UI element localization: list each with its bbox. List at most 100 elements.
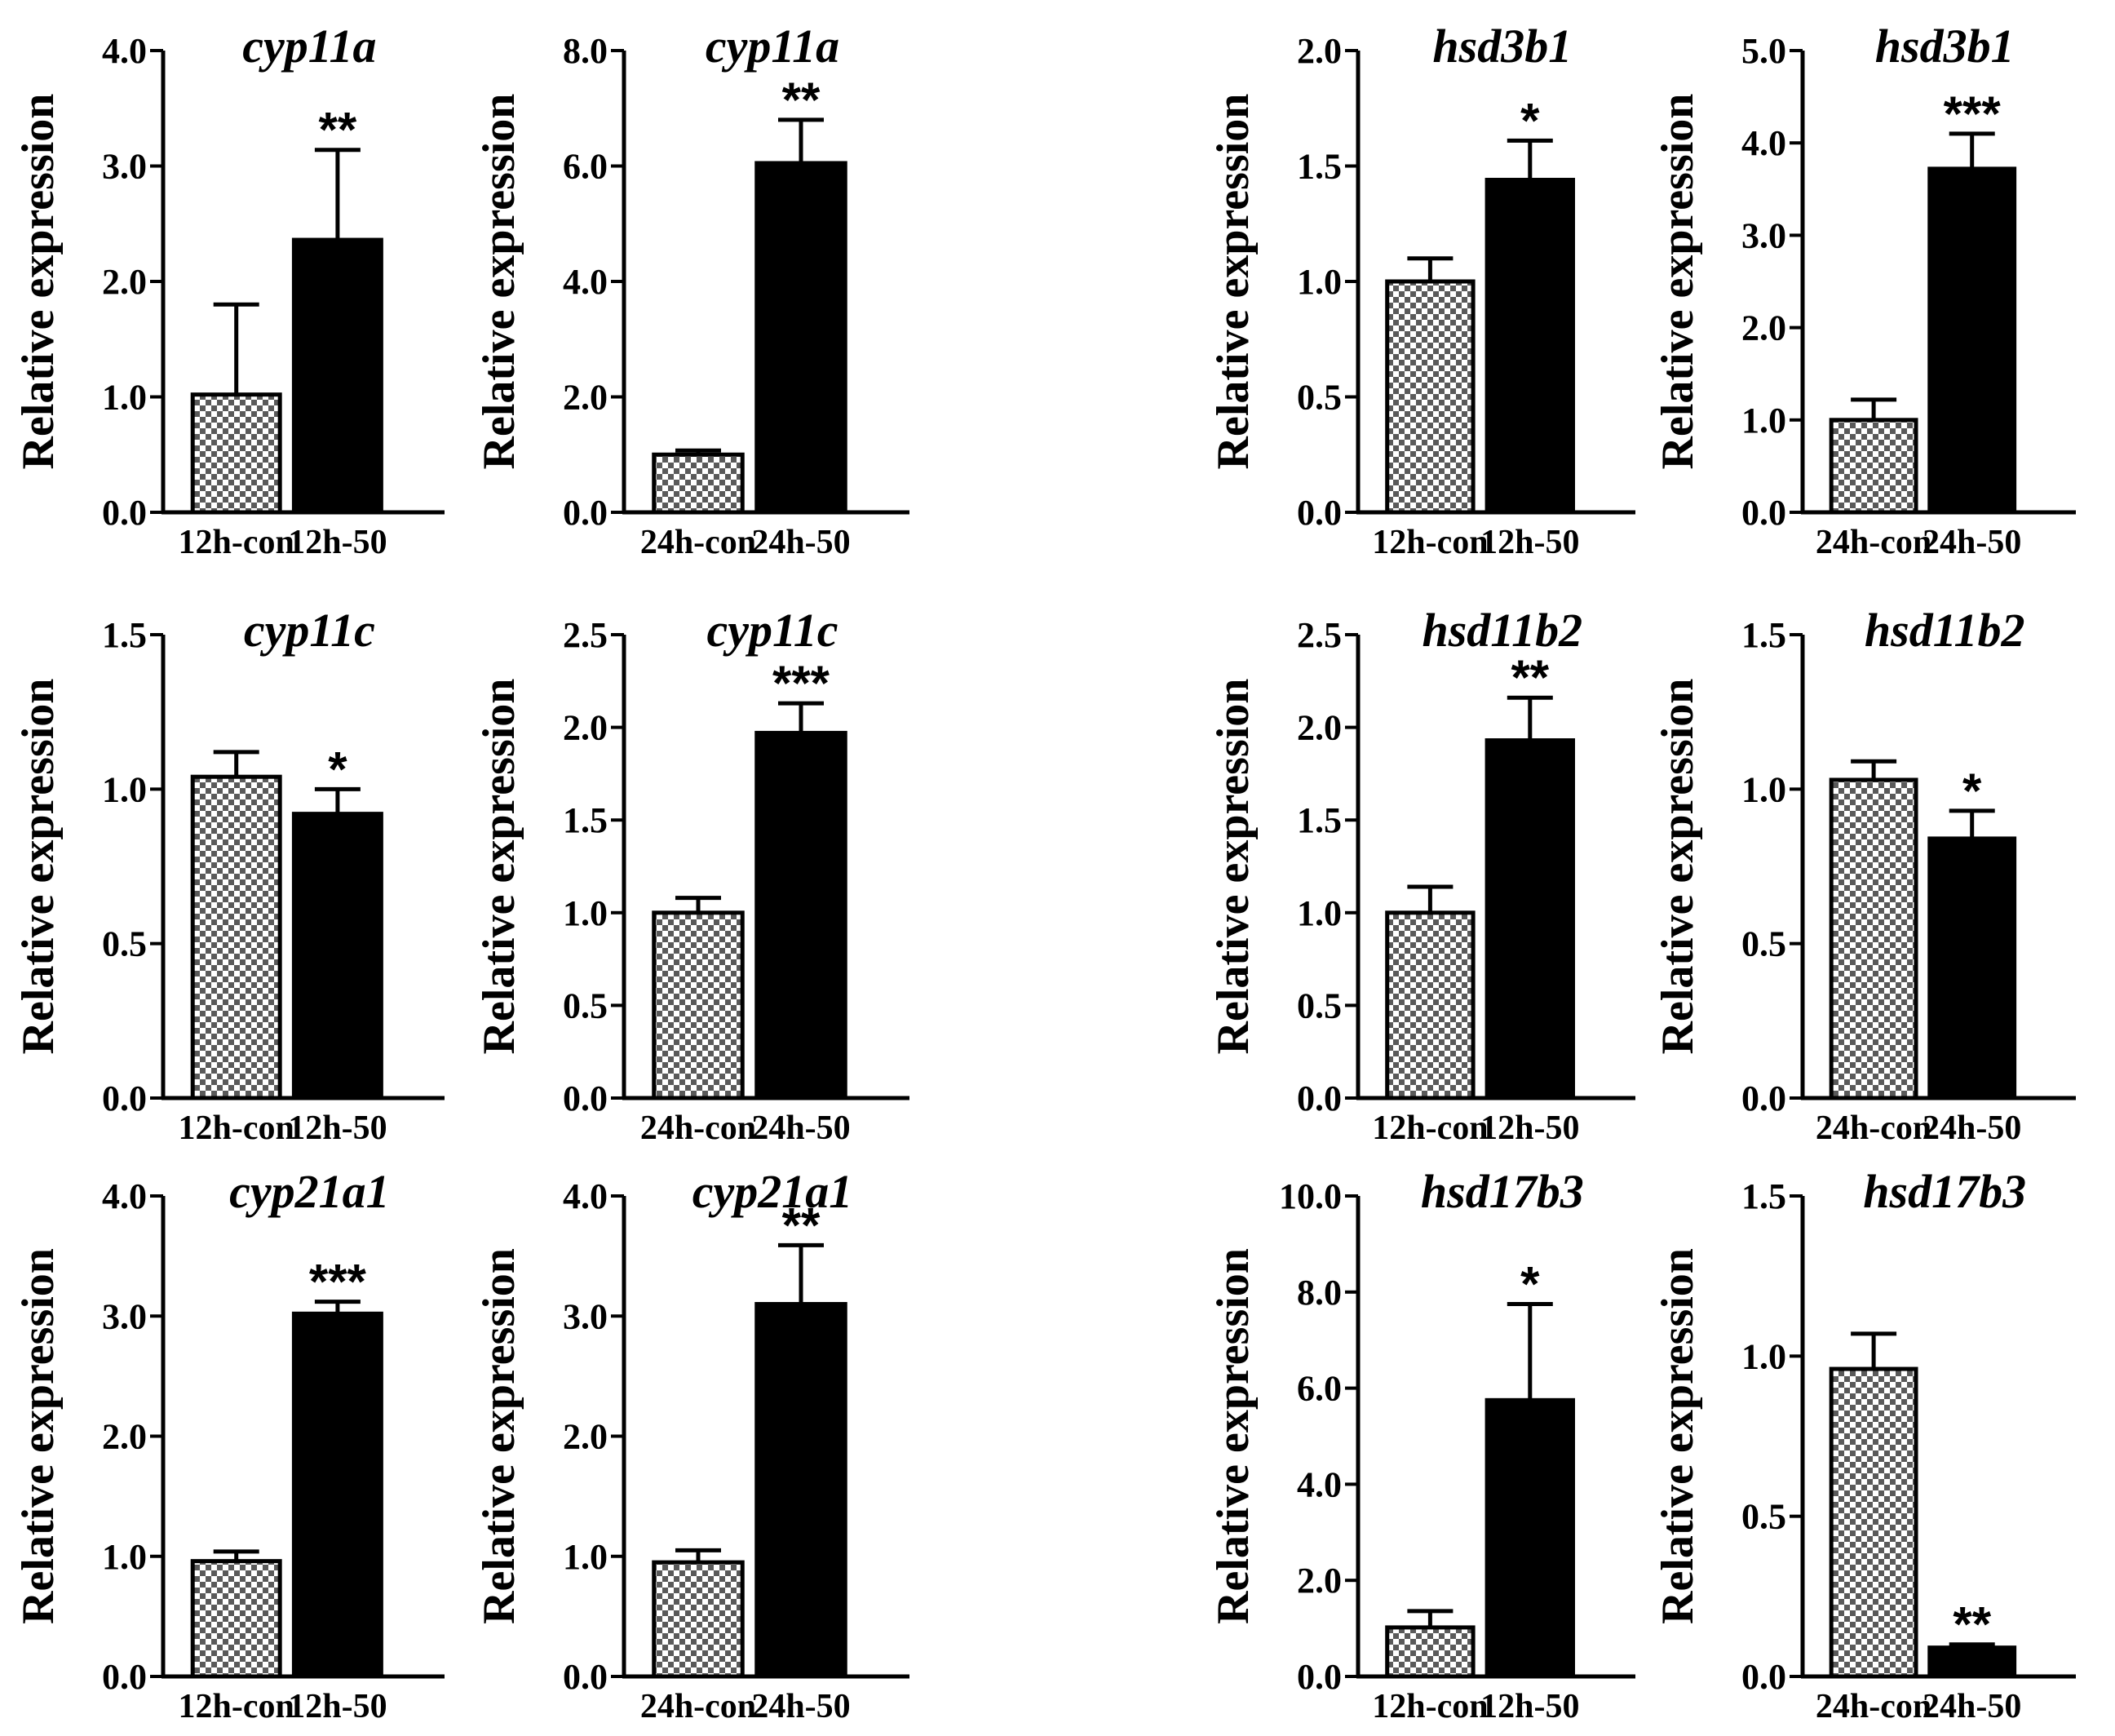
y-tick-label: 0.0 [102, 1657, 147, 1697]
chart-title: cyp11c [706, 604, 838, 657]
bar [754, 161, 847, 515]
y-tick-label: 3.0 [102, 1296, 147, 1336]
x-category-label: 24h-50 [1923, 1688, 2021, 1725]
x-category-label: 12h-con [1372, 1688, 1488, 1725]
y-axis-label: Relative expression [1653, 94, 1703, 470]
significance-label: ** [1511, 650, 1549, 705]
bar [1385, 910, 1476, 1100]
y-tick-label: 0.5 [563, 985, 608, 1025]
y-tick-label: 1.0 [1297, 262, 1342, 302]
y-tick-label: 3.0 [102, 147, 147, 187]
y-tick-label: 2.0 [102, 1417, 147, 1457]
y-axis-label: Relative expression [474, 94, 524, 470]
bar [190, 1559, 282, 1679]
x-category-label: 24h-con [640, 1109, 756, 1147]
x-category-label: 12h-50 [1480, 524, 1579, 561]
x-category-label: 24h-50 [1923, 1109, 2021, 1147]
y-tick-label: 2.0 [563, 378, 608, 418]
y-tick-label: 0.0 [563, 1078, 608, 1118]
y-tick-label: 0.5 [1741, 924, 1786, 964]
x-category-label: 12h-con [179, 524, 294, 561]
y-tick-label: 1.0 [1297, 893, 1342, 933]
bar [190, 774, 282, 1100]
y-tick-label: 0.0 [1297, 1657, 1342, 1697]
y-tick-label: 4.0 [1741, 123, 1786, 163]
significance-label: * [1962, 764, 1982, 818]
y-tick-label: 2.0 [102, 262, 147, 302]
chart-panel: 0.0 1.0 2.0 3.0 4.0 Relative expression cyp11a… [13, 20, 445, 561]
y-tick-label: 2.0 [1297, 1561, 1342, 1601]
chart-title: hsd3b1 [1875, 20, 2015, 73]
y-tick-label: 1.5 [1741, 615, 1786, 655]
y-axis-label: Relative expression [474, 1248, 524, 1624]
chart-title: hsd17b3 [1421, 1165, 1584, 1218]
y-axis-label: Relative expression [1208, 94, 1259, 470]
y-tick-label: 1.0 [1741, 769, 1786, 809]
y-tick-label: 8.0 [563, 31, 608, 71]
y-axis-label: Relative expression [13, 94, 64, 470]
bar [1829, 777, 1918, 1100]
chart-title: cyp21a1 [692, 1165, 853, 1218]
y-tick-label: 0.0 [1741, 1078, 1786, 1118]
chart-title: cyp11a [242, 20, 376, 73]
chart-panel: 0.0 0.5 1.0 1.5 Relative expression hsd17b3 24… [1653, 1165, 2076, 1725]
y-tick-label: 1.0 [1741, 1336, 1786, 1376]
chart-title: cyp21a1 [229, 1165, 390, 1218]
x-category-label: 12h-con [179, 1688, 294, 1725]
y-tick-label: 3.0 [563, 1296, 608, 1336]
significance-label: ** [1953, 1597, 1991, 1652]
significance-label: *** [309, 1255, 367, 1309]
x-category-label: 24h-50 [751, 524, 850, 561]
bar [1484, 1397, 1575, 1679]
x-category-label: 24h-con [640, 1688, 756, 1725]
y-tick-label: 0.0 [102, 493, 147, 533]
bar [1829, 418, 1918, 515]
bar [754, 730, 847, 1100]
significance-label: * [1520, 93, 1540, 148]
y-tick-label: 2.0 [563, 708, 608, 748]
chart-panel: 0.0 1.0 2.0 3.0 4.0 Relative expression cyp21a… [474, 1165, 909, 1725]
y-axis-label: Relative expression [474, 679, 524, 1055]
y-axis-label: Relative expression [1653, 1248, 1703, 1624]
chart-panel: 0.0 0.5 1.0 1.5 2.0 Relative expression hsd3b1… [1208, 20, 1635, 561]
bar [190, 392, 282, 515]
x-category-label: 24h-50 [751, 1688, 850, 1725]
x-category-label: 12h-50 [288, 1109, 387, 1147]
chart-panel: 0.0 1.0 2.0 3.0 4.0 5.0 Relative expression hsd… [1653, 20, 2076, 561]
y-tick-label: 1.0 [563, 893, 608, 933]
y-axis-label: Relative expression [1208, 679, 1259, 1055]
y-tick-label: 2.0 [563, 1417, 608, 1457]
y-tick-label: 2.5 [563, 615, 608, 655]
significance-label: * [328, 742, 347, 796]
y-tick-label: 5.0 [1741, 31, 1786, 71]
y-axis-label: Relative expression [1208, 1248, 1259, 1624]
y-tick-label: 6.0 [1297, 1369, 1342, 1409]
x-category-label: 12h-con [1372, 524, 1488, 561]
x-category-label: 24h-50 [751, 1109, 850, 1147]
y-tick-label: 1.0 [102, 769, 147, 809]
y-tick-label: 0.0 [1741, 493, 1786, 533]
bar [291, 1311, 383, 1679]
chart-panel: 0.0 2.0 4.0 6.0 8.0 Relative expression cyp11a… [474, 20, 909, 561]
x-category-label: 24h-con [1816, 524, 1931, 561]
y-tick-label: 2.0 [1297, 31, 1342, 71]
chart-title: cyp11c [244, 604, 375, 657]
y-tick-label: 1.0 [102, 1537, 147, 1577]
bar [1829, 1366, 1918, 1679]
y-axis-label: Relative expression [13, 679, 64, 1055]
y-tick-label: 4.0 [102, 1176, 147, 1216]
chart-title: hsd11b2 [1422, 604, 1582, 657]
x-category-label: 24h-con [640, 524, 756, 561]
y-tick-label: 0.0 [563, 1657, 608, 1697]
x-category-label: 12h-50 [1480, 1109, 1579, 1147]
y-tick-label: 1.5 [563, 800, 608, 840]
x-category-label: 24h-con [1816, 1109, 1931, 1147]
bar [652, 1560, 745, 1679]
chart-title: hsd11b2 [1865, 604, 2025, 657]
bar [1385, 1625, 1476, 1679]
y-axis-label: Relative expression [1653, 679, 1703, 1055]
y-tick-label: 6.0 [563, 147, 608, 187]
bar [652, 452, 745, 515]
y-tick-label: 1.0 [1741, 401, 1786, 441]
chart-title: hsd3b1 [1432, 20, 1572, 73]
